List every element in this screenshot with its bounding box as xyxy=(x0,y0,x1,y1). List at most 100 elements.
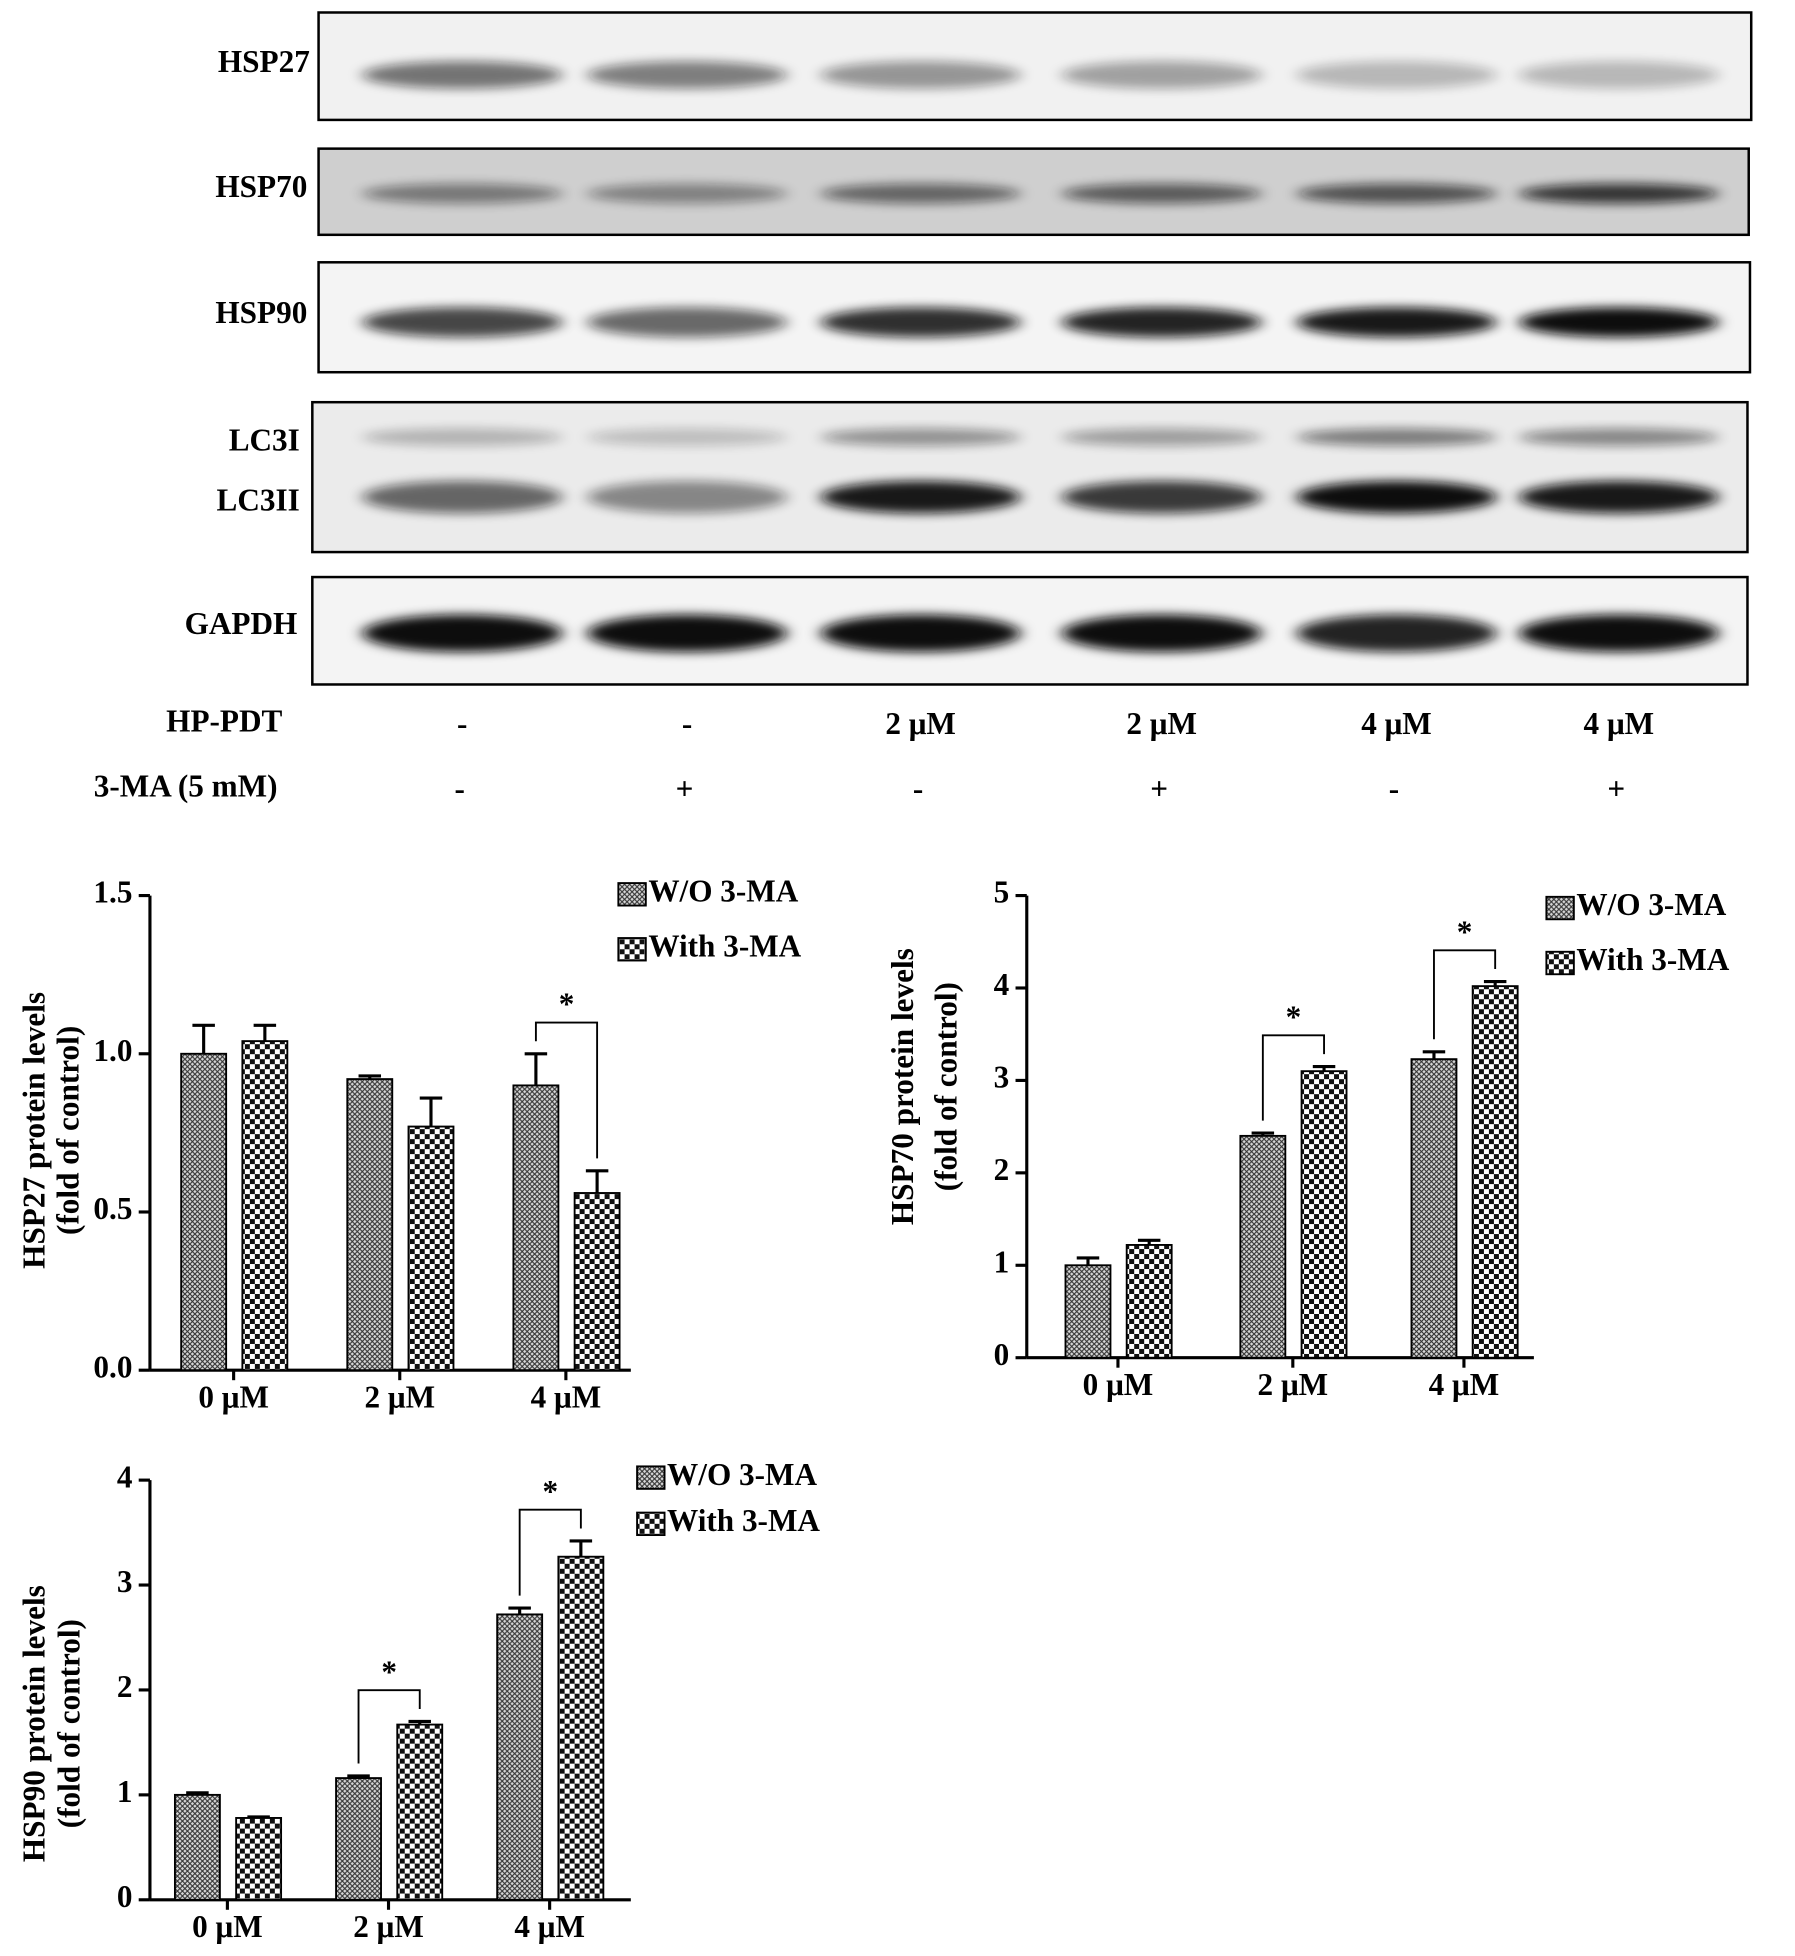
band xyxy=(820,61,1021,89)
significance-bracket xyxy=(1433,949,1497,1040)
condition-value: 4 μM xyxy=(1584,706,1655,741)
condition-label: 3-MA (5 mM) xyxy=(94,769,278,804)
bar xyxy=(512,1084,560,1372)
bar xyxy=(241,1040,289,1372)
band xyxy=(587,307,787,338)
legend-label: W/O 3-MA xyxy=(667,1457,817,1492)
bar xyxy=(1410,1058,1458,1359)
y-tick-label: 1.0 xyxy=(93,1033,132,1068)
band xyxy=(820,480,1021,514)
band xyxy=(362,307,563,338)
bar xyxy=(496,1613,544,1901)
error-bar xyxy=(1422,1050,1446,1060)
error-bar xyxy=(408,1719,431,1725)
significance-label: * xyxy=(381,1654,397,1689)
band xyxy=(1518,307,1719,338)
band xyxy=(820,307,1021,338)
y-tick-label: 0.5 xyxy=(93,1191,132,1226)
significance-label: * xyxy=(1286,1000,1302,1035)
y-tick-label: 3 xyxy=(117,1564,133,1599)
bar xyxy=(1239,1134,1287,1359)
band-label: HSP27 xyxy=(218,44,310,79)
blot-panel xyxy=(317,261,1752,374)
significance-label: * xyxy=(542,1474,558,1509)
error-bar xyxy=(253,1023,277,1042)
error-bar xyxy=(186,1791,209,1795)
bar xyxy=(1064,1264,1112,1359)
error-bar xyxy=(1251,1131,1275,1136)
band xyxy=(587,428,787,446)
band xyxy=(820,614,1021,652)
blot-panel xyxy=(317,11,1753,122)
x-tick-label: 4 μM xyxy=(531,1379,602,1414)
legend-label: With 3-MA xyxy=(1576,942,1729,977)
band xyxy=(1296,61,1497,89)
condition-value: - xyxy=(682,706,692,741)
x-tick-label: 0 μM xyxy=(198,1379,269,1414)
y-tick-label: 3 xyxy=(994,1060,1010,1095)
band xyxy=(587,183,787,204)
y-tick-label: 1 xyxy=(994,1244,1010,1279)
significance-bracket xyxy=(534,1021,599,1159)
legend-label: W/O 3-MA xyxy=(1576,887,1726,922)
y-axis-label: (fold of control) xyxy=(50,1026,85,1235)
y-tick-label: 4 xyxy=(117,1459,133,1494)
x-tick-label: 4 μM xyxy=(514,1909,585,1944)
legend-swatch xyxy=(1545,950,1575,976)
error-bar xyxy=(358,1074,382,1080)
legend-label: W/O 3-MA xyxy=(648,873,798,908)
band xyxy=(1518,61,1719,89)
legend-swatch xyxy=(617,937,647,962)
y-axis-label: HSP90 protein levels xyxy=(17,1585,52,1862)
x-tick-label: 0 μM xyxy=(1083,1367,1154,1402)
condition-value: 2 μM xyxy=(1126,706,1197,741)
bar xyxy=(396,1723,444,1901)
band xyxy=(587,614,787,652)
error-bar xyxy=(508,1606,531,1615)
band xyxy=(362,183,563,204)
band xyxy=(1061,614,1262,652)
significance-bracket xyxy=(1261,1034,1325,1121)
significance-label: * xyxy=(1457,914,1473,949)
y-tick-label: 2 xyxy=(994,1152,1010,1187)
x-tick-label: 0 μM xyxy=(192,1909,263,1944)
bar xyxy=(557,1555,605,1901)
y-axis-label: HSP70 protein levels xyxy=(885,948,920,1225)
band-label: LC3II xyxy=(217,483,300,518)
y-tick-label: 5 xyxy=(994,875,1010,910)
error-bar xyxy=(1137,1238,1161,1245)
significance-bracket xyxy=(357,1689,421,1764)
bar xyxy=(335,1777,382,1901)
band xyxy=(1061,61,1262,89)
condition-value: - xyxy=(455,771,465,806)
significance-label: * xyxy=(559,987,575,1022)
band xyxy=(1061,480,1262,514)
band xyxy=(1061,183,1262,204)
band xyxy=(1296,183,1497,204)
error-bar xyxy=(1076,1256,1100,1266)
band-label: LC3I xyxy=(229,423,300,458)
band xyxy=(1296,614,1497,652)
bar xyxy=(180,1052,228,1372)
error-bar xyxy=(1483,979,1507,987)
y-tick-label: 0 xyxy=(117,1879,133,1914)
y-tick-label: 4 xyxy=(994,967,1010,1002)
bar xyxy=(235,1817,283,1901)
error-bar xyxy=(247,1815,270,1819)
bar xyxy=(1125,1244,1173,1359)
band-label: HSP90 xyxy=(215,295,307,330)
band xyxy=(1061,428,1262,446)
condition-value: + xyxy=(1607,771,1625,806)
band xyxy=(587,61,787,89)
band xyxy=(362,614,563,652)
condition-value: - xyxy=(457,706,467,741)
y-tick-label: 1 xyxy=(117,1774,133,1809)
band xyxy=(820,428,1021,446)
x-tick-label: 4 μM xyxy=(1429,1367,1500,1402)
band xyxy=(1061,307,1262,338)
x-tick-label: 2 μM xyxy=(364,1379,435,1414)
band xyxy=(1296,428,1497,446)
significance-bracket xyxy=(518,1508,582,1596)
band xyxy=(1518,183,1719,204)
condition-label: HP-PDT xyxy=(166,704,282,739)
